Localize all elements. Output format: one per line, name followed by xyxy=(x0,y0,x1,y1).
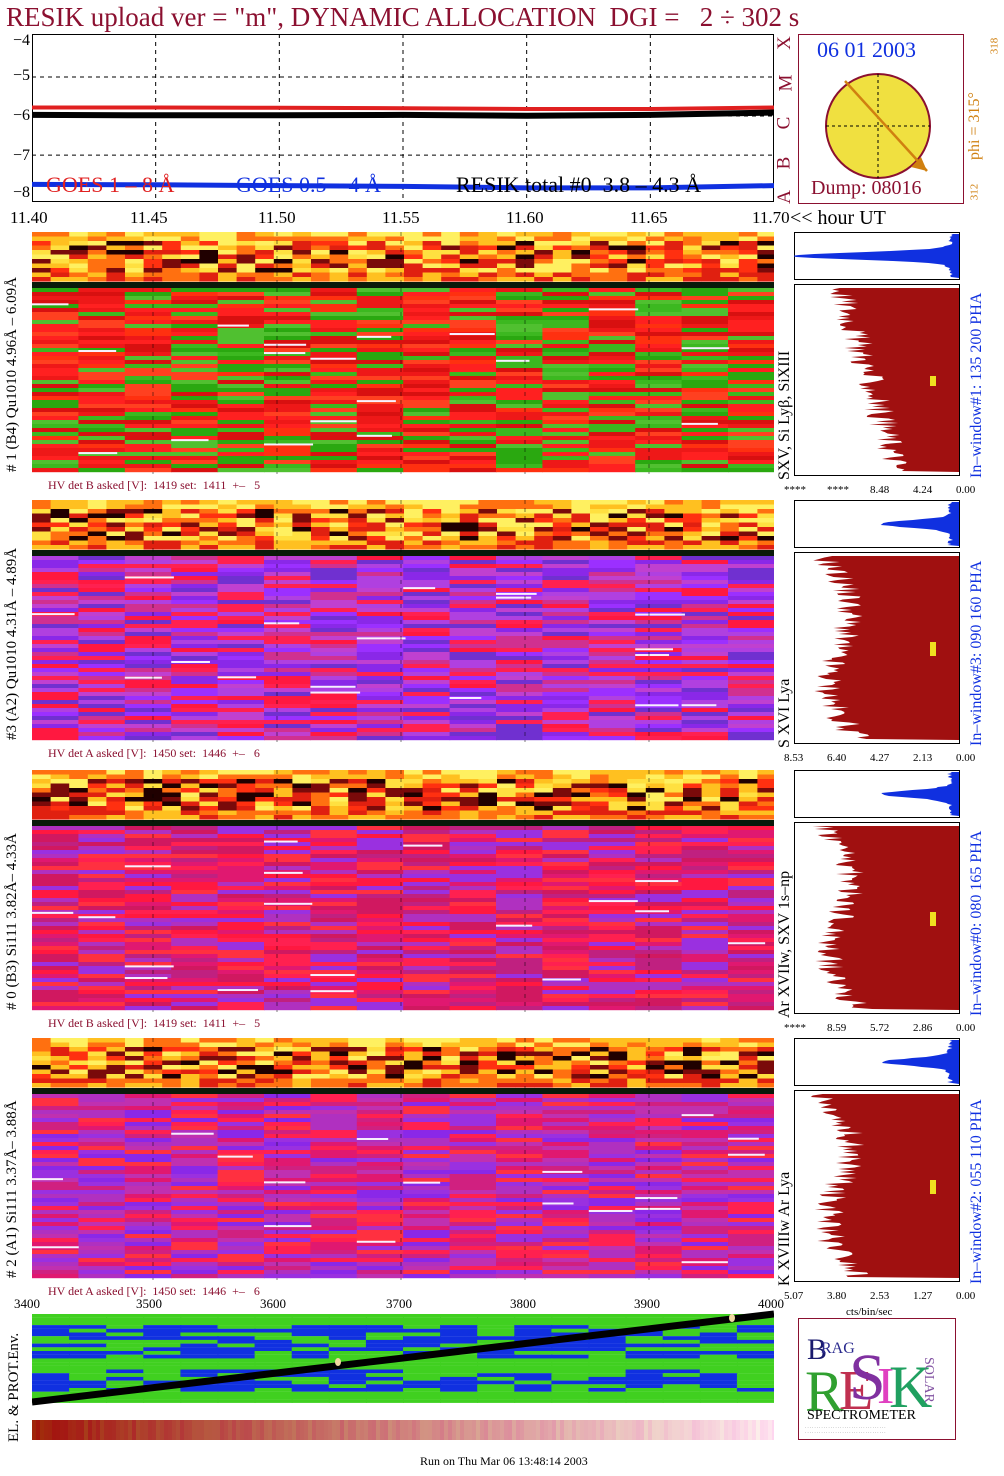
in-window-label: In–window#0: 080 165 PHA xyxy=(968,830,985,1016)
x-tick: 11.65 xyxy=(630,208,668,227)
top-y-axis: −4 −5 −6 −7 −8 xyxy=(0,32,32,204)
dump-label: Dump: 08016 xyxy=(811,177,922,199)
pha-histogram-small xyxy=(794,500,960,548)
pha-histogram xyxy=(794,552,960,744)
logo-caption: SPECTROMETER xyxy=(807,1408,917,1423)
y-tick: −6 xyxy=(12,107,30,124)
detector-ylabel: # 2 (A1) Si111 3.37Å– 3.88Å xyxy=(4,1100,20,1278)
pha-histogram xyxy=(794,822,960,1014)
series-line xyxy=(32,105,774,111)
y-tick: −8 xyxy=(12,184,30,201)
sun-date: 06 01 2003 xyxy=(817,37,916,62)
histogram-tick: 2.13 xyxy=(913,752,933,764)
pha-histogram-small xyxy=(794,1038,960,1086)
x-tick: 11.50 xyxy=(258,208,296,227)
env-strip xyxy=(32,1420,774,1440)
histogram-tick: 5.72 xyxy=(870,1022,890,1034)
detector-ylabel: # 1 (B4) Qu1010 4.96Å – 6.09Å xyxy=(4,277,20,472)
histogram-tick: 5.07 xyxy=(784,1290,804,1302)
in-window-label: In–window#2: 055 110 PHA xyxy=(968,1099,985,1284)
sun-panel: 06 01 2003 Dump: 08016 xyxy=(798,34,964,204)
histogram-tick: 8.59 xyxy=(827,1022,847,1034)
hv-label: HV det B asked [V]: 1419 set: 1411 +– 5 xyxy=(48,1016,261,1030)
env-x-tick: 3700 xyxy=(386,1296,412,1311)
env-x-tick: 3400 xyxy=(14,1296,40,1311)
env-plot xyxy=(32,1310,774,1406)
y-tick: −4 xyxy=(12,32,30,49)
goes-class-label: A xyxy=(773,190,795,204)
histogram-tick: 4.27 xyxy=(870,752,890,764)
histogram-tick: 8.48 xyxy=(870,484,890,496)
detector-spectrogram xyxy=(32,232,774,474)
resik-logo: B RAG R E S I K SOLAR SPECTROMETER · · ·… xyxy=(798,1318,956,1440)
detector-spectrogram xyxy=(32,770,774,1012)
sun-disk-icon xyxy=(825,73,931,179)
histogram-tick: 0.00 xyxy=(956,1022,976,1034)
x-tick: 11.70 xyxy=(752,208,790,227)
histogram-tick: 4.24 xyxy=(913,484,933,496)
legend-resik-total: RESIK total #0 3.8 – 4.3 Å xyxy=(456,172,702,197)
histogram-tick: **** xyxy=(784,1022,806,1034)
phi-label: phi = 315° xyxy=(966,92,983,160)
logo-icon: B RAG R E S I K SOLAR SPECTROMETER · · ·… xyxy=(805,1333,947,1435)
hv-label: HV det A asked [V]: 1450 set: 1446 +– 6 xyxy=(48,1284,260,1298)
x-tick: 11.60 xyxy=(506,208,544,227)
phi-bottom: 312 xyxy=(968,183,981,201)
histogram-tick: 0.00 xyxy=(956,1290,976,1302)
histogram-tick: 2.86 xyxy=(913,1022,933,1034)
pha-histogram-small xyxy=(794,232,960,280)
x-tick: 11.55 xyxy=(382,208,420,227)
env-x-tick: 3900 xyxy=(634,1296,660,1311)
goes-plot xyxy=(32,34,774,202)
env-x-tick: 3500 xyxy=(136,1296,162,1311)
pha-histogram-small xyxy=(794,770,960,818)
histogram-tick: 6.40 xyxy=(827,752,847,764)
legend-goes-05-4: GOES 0.5 – 4 Å xyxy=(236,172,381,197)
histogram-tick: 2.53 xyxy=(870,1290,890,1302)
histogram-tick: 0.00 xyxy=(956,484,976,496)
env-x-tick: 3600 xyxy=(260,1296,286,1311)
x-unit-label: << hour UT xyxy=(790,207,886,229)
hv-label: HV det A asked [V]: 1450 set: 1446 +– 6 xyxy=(48,746,260,760)
x-tick: 11.45 xyxy=(130,208,168,227)
y-tick: −7 xyxy=(12,147,30,164)
pha-histogram xyxy=(794,1090,960,1282)
line-label: S XVI Lya xyxy=(776,678,793,748)
line-label: Ar XVIIw, SXV 1s–np xyxy=(776,870,793,1018)
detector-ylabel: # 0 (B3) Si111 3.82Å– 4.33Å xyxy=(4,833,20,1010)
line-label: SXV, Si Lyβ, SiXIII xyxy=(776,350,793,480)
pha-histogram xyxy=(794,284,960,476)
histogram-tick: 8.53 xyxy=(784,752,804,764)
goes-class-label: B xyxy=(773,156,795,170)
y-tick: −5 xyxy=(12,67,30,84)
env-ylabel: EL. & PROT.Env. xyxy=(6,1332,22,1442)
phi-top: 318 xyxy=(988,37,1001,55)
histogram-unit: cts/bin/sec xyxy=(846,1306,893,1318)
in-window-label: In–window#1: 135 200 PHA xyxy=(968,292,985,478)
goes-class-label: X xyxy=(773,36,795,50)
histogram-tick: **** xyxy=(784,484,806,496)
page-title: RESIK upload ver = "m", DYNAMIC ALLOCATI… xyxy=(6,2,800,32)
series-line xyxy=(32,181,774,191)
histogram-tick: 0.00 xyxy=(956,752,976,764)
footer-run-info: Run on Thu Mar 06 13:48:14 2003 xyxy=(420,1454,588,1468)
hv-label: HV det B asked [V]: 1419 set: 1411 +– 5 xyxy=(48,478,261,492)
line-label: K XVIIIw Ar Lya xyxy=(776,1171,793,1286)
goes-class-label: C xyxy=(773,116,795,130)
env-x-tick: 4000 xyxy=(758,1296,784,1311)
x-tick: 11.40 xyxy=(10,208,48,227)
detector-ylabel: #3 (A2) Qu1010 4.31Å – 4.89Å xyxy=(4,547,20,740)
in-window-label: In–window#3: 090 160 PHA xyxy=(968,560,985,746)
env-x-tick: 3800 xyxy=(510,1296,536,1311)
detector-spectrogram xyxy=(32,500,774,742)
histogram-tick: 3.80 xyxy=(827,1290,847,1302)
histogram-tick: **** xyxy=(827,484,849,496)
detector-spectrogram xyxy=(32,1038,774,1280)
goes-class-axis: X M C B A xyxy=(773,30,797,205)
series-line xyxy=(32,109,774,119)
histogram-tick: 1.27 xyxy=(913,1290,933,1302)
goes-class-label: M xyxy=(775,74,797,92)
legend-goes-1-8: GOES 1 – 8 Å xyxy=(46,172,175,197)
